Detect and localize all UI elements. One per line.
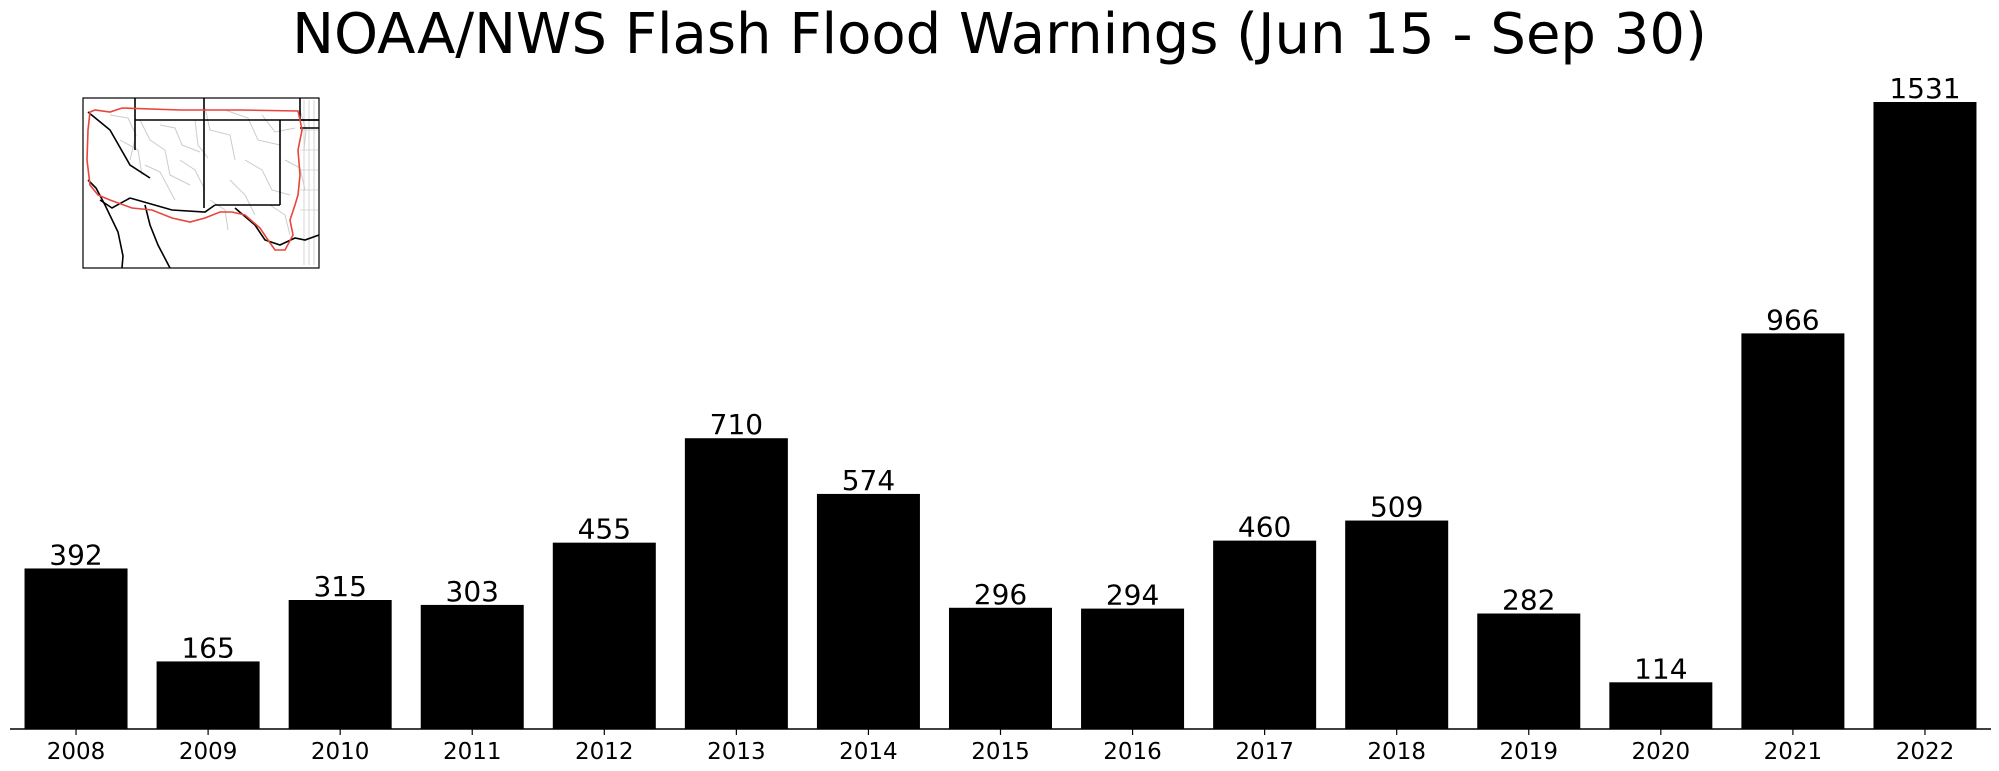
bar-value-label-2015: 296 — [974, 578, 1027, 611]
bar-2013 — [684, 438, 788, 729]
bar-2010 — [288, 600, 392, 729]
southwest-us-region-map-icon — [82, 97, 320, 269]
x-tick-label-2022: 2022 — [1896, 739, 1955, 765]
bar-2018 — [1345, 520, 1449, 729]
x-tick-label-2012: 2012 — [575, 739, 634, 765]
bar-2022 — [1873, 102, 1977, 729]
bar-2019 — [1477, 613, 1581, 729]
bar-value-label-2014: 574 — [842, 464, 895, 497]
bar-2014 — [816, 493, 920, 729]
bar-2008 — [24, 568, 128, 729]
bar-value-label-2016: 294 — [1106, 579, 1159, 612]
x-tick-label-2021: 2021 — [1764, 739, 1823, 765]
bar-value-label-2012: 455 — [578, 513, 631, 546]
bar-value-label-2020: 114 — [1634, 652, 1687, 685]
bar-value-label-2013: 710 — [710, 408, 763, 441]
x-tick-layer: 2008 2009 2010 2011 2012 2013 2014 2015 2016 2017… — [47, 729, 1954, 765]
bar-value-label-2009: 165 — [181, 631, 234, 664]
bar-value-label-2018: 509 — [1370, 491, 1423, 524]
x-tick-label-2009: 2009 — [179, 739, 238, 765]
x-tick-label-2020: 2020 — [1632, 739, 1691, 765]
bar-value-label-2011: 303 — [446, 575, 499, 608]
bar-value-label-2022: 1531 — [1889, 72, 1960, 105]
bar-2016 — [1081, 608, 1185, 729]
chart-title: NOAA/NWS Flash Flood Warnings (Jun 15 - … — [292, 2, 1707, 67]
bar-2017 — [1213, 540, 1317, 729]
bar-value-label-2008: 392 — [49, 538, 102, 571]
bar-2009 — [156, 661, 260, 729]
x-tick-label-2017: 2017 — [1235, 739, 1294, 765]
x-tick-label-2018: 2018 — [1367, 739, 1426, 765]
bar-2015 — [948, 607, 1052, 729]
x-tick-label-2015: 2015 — [971, 739, 1030, 765]
x-tick-label-2010: 2010 — [311, 739, 370, 765]
x-tick-label-2011: 2011 — [443, 739, 502, 765]
x-tick-label-2008: 2008 — [47, 739, 106, 765]
x-tick-label-2014: 2014 — [839, 739, 898, 765]
bars-layer — [24, 102, 1977, 729]
bar-2020 — [1609, 682, 1713, 729]
bar-2021 — [1741, 333, 1845, 729]
bar-value-label-2010: 315 — [313, 570, 366, 603]
x-tick-label-2013: 2013 — [707, 739, 766, 765]
x-tick-label-2016: 2016 — [1103, 739, 1162, 765]
bar-2012 — [552, 542, 656, 729]
bar-value-label-2017: 460 — [1238, 511, 1291, 544]
bar-value-label-2019: 282 — [1502, 584, 1555, 617]
bar-2011 — [420, 604, 524, 729]
bar-value-label-2021: 966 — [1766, 303, 1819, 336]
value-labels-layer: 392 165 315 303 455 710 574 296 294 460 509 282 114 9… — [49, 72, 1960, 685]
x-tick-label-2019: 2019 — [1499, 739, 1558, 765]
